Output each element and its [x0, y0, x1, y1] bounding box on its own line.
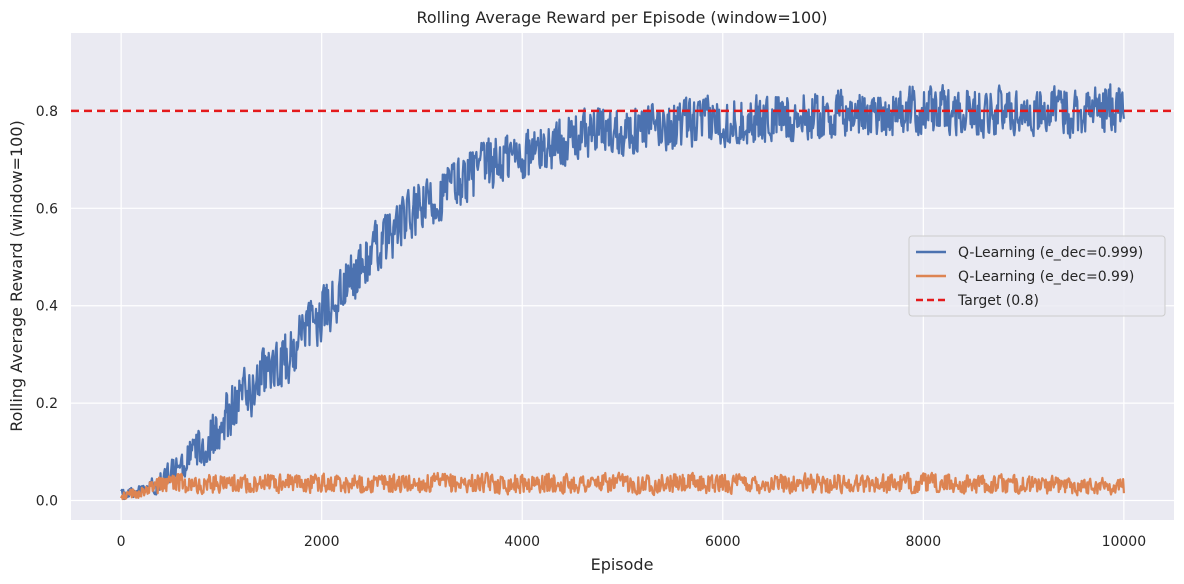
x-tick-label: 4000: [504, 534, 540, 550]
x-tick-label: 2000: [304, 534, 340, 550]
x-axis: 0 2000 4000 6000 8000 10000: [117, 534, 1146, 550]
legend: Q-Learning (e_dec=0.999) Q-Learning (e_d…: [908, 235, 1166, 317]
legend-label-target: Target (0.8): [957, 293, 1039, 309]
y-tick-label: 0.4: [36, 299, 58, 315]
y-tick-label: 0.6: [36, 201, 58, 217]
y-tick-label: 0.0: [36, 494, 58, 510]
x-tick-label: 10000: [1102, 534, 1147, 550]
legend-label-series-2: Q-Learning (e_dec=0.99): [958, 269, 1134, 285]
x-tick-label: 8000: [905, 534, 941, 550]
legend-box: [908, 235, 1166, 317]
x-tick-label: 0: [117, 534, 126, 550]
series-line-1: [120, 83, 1125, 501]
legend-label-series-1: Q-Learning (e_dec=0.999): [958, 245, 1143, 261]
y-axis-title: Rolling Average Reward (window=100): [7, 120, 26, 432]
series-layer: [120, 83, 1125, 501]
chart-title: Rolling Average Reward per Episode (wind…: [416, 8, 827, 27]
y-tick-label: 0.2: [36, 396, 58, 412]
series-line-2: [120, 471, 1125, 501]
x-axis-title: Episode: [591, 555, 654, 574]
y-axis: 0.0 0.2 0.4 0.6 0.8: [36, 104, 58, 510]
y-tick-label: 0.8: [36, 104, 58, 120]
x-tick-label: 6000: [705, 534, 741, 550]
